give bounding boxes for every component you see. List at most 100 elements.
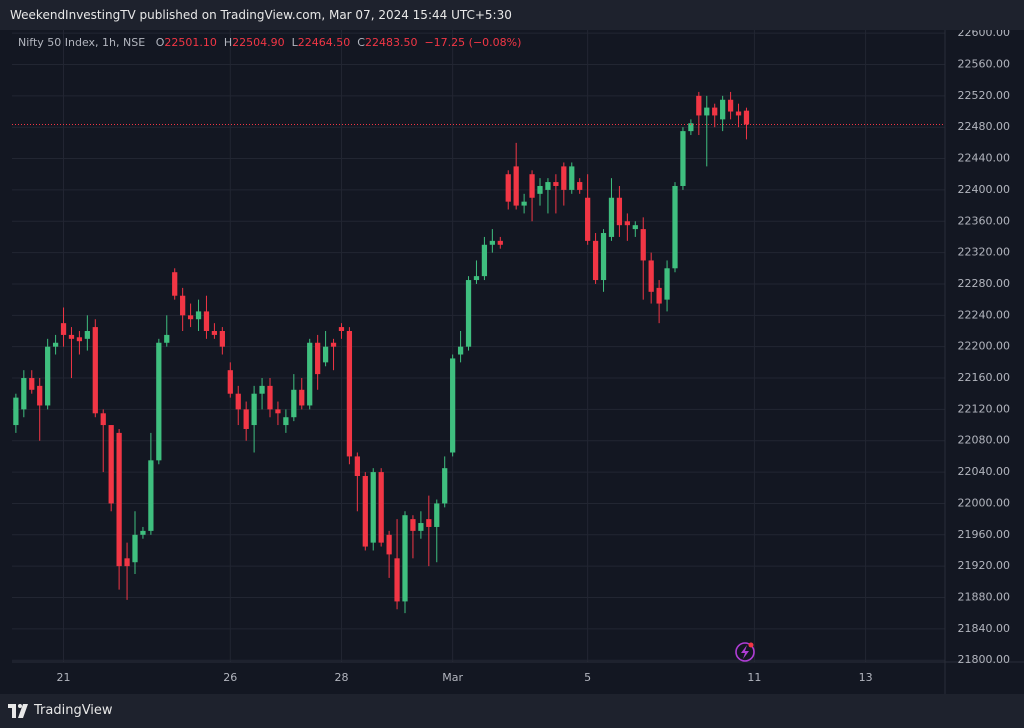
c-value: 22483.50 — [364, 36, 418, 49]
candle-body — [219, 330, 225, 347]
candle-body — [585, 197, 591, 241]
candle-body — [116, 432, 122, 567]
candle-body — [553, 182, 559, 186]
candle-body — [704, 107, 710, 116]
candle-body — [211, 330, 218, 335]
y-tick-label: 22280.00 — [958, 277, 1011, 290]
candle-body — [267, 385, 273, 410]
candle-body — [457, 346, 464, 355]
candle-body — [569, 166, 575, 190]
candle-body — [577, 182, 583, 190]
icon-dot — [748, 642, 754, 648]
c-label: C — [357, 36, 365, 49]
y-tick-label: 22480.00 — [958, 120, 1011, 133]
candle-body — [84, 330, 90, 339]
candle-body — [656, 287, 662, 304]
ohlc-legend: Nifty 50 Index, 1h, NSE O22501.10 H22504… — [18, 36, 521, 49]
candle-body — [60, 323, 67, 335]
candle-body — [648, 260, 654, 292]
y-tick-label: 21800.00 — [958, 653, 1011, 666]
candle-body — [195, 311, 202, 320]
candle-body — [624, 221, 630, 226]
candle-body — [688, 123, 694, 132]
l-value: 22464.50 — [297, 36, 351, 49]
icon-bolt — [741, 645, 749, 659]
candle-body — [378, 472, 384, 543]
y-tick-label: 22560.00 — [958, 57, 1011, 70]
x-tick-label: 28 — [334, 671, 348, 684]
candle-body — [696, 95, 702, 116]
candle-body — [187, 315, 194, 320]
brand-name[interactable]: TradingView — [34, 703, 113, 718]
candle-body — [322, 346, 329, 363]
candle-body — [108, 425, 114, 504]
candle-body — [735, 111, 742, 116]
candle-body — [21, 378, 27, 410]
candle-body — [330, 342, 337, 347]
candle-body — [386, 534, 392, 555]
candle-body — [434, 503, 440, 527]
candle-body — [76, 337, 83, 342]
symbol-title: Nifty 50 Index, 1h, NSE — [18, 36, 146, 49]
y-tick-label: 21840.00 — [958, 622, 1011, 635]
y-tick-label: 22120.00 — [958, 402, 1011, 415]
y-tick-label: 21960.00 — [958, 528, 1011, 541]
candle-body — [426, 519, 432, 527]
logo-dot — [18, 704, 22, 708]
h-value: 22504.90 — [232, 36, 285, 49]
y-tick-label: 22400.00 — [958, 183, 1011, 196]
brand-logo — [8, 704, 28, 718]
candle-body — [394, 558, 400, 602]
candle-body — [418, 523, 424, 531]
candle-body — [37, 385, 43, 406]
candle-body — [283, 417, 289, 426]
candle-body — [203, 311, 210, 331]
publish-text: WeekendInvestingTV published on TradingV… — [10, 8, 512, 22]
candle-body — [140, 530, 146, 535]
candle-body — [640, 229, 646, 261]
chart-background — [0, 30, 1024, 694]
y-tick-label: 21920.00 — [958, 559, 1011, 572]
candle-body — [45, 346, 51, 406]
y-tick-label: 22080.00 — [958, 434, 1011, 447]
candle-body — [442, 468, 448, 504]
candle-body — [616, 197, 623, 226]
logo-shape — [8, 704, 28, 718]
publish-bar: WeekendInvestingTV published on TradingV… — [0, 0, 1024, 30]
candle-body — [132, 534, 138, 563]
candle-body — [346, 330, 353, 457]
y-tick-label: 22000.00 — [958, 496, 1011, 509]
candle-body — [592, 240, 599, 281]
candle-body — [148, 460, 154, 531]
candle-body — [497, 240, 503, 245]
candle-body — [156, 342, 162, 461]
x-tick-label: 5 — [584, 671, 591, 684]
candle-body — [727, 99, 734, 112]
y-tick-label: 22440.00 — [958, 152, 1011, 165]
candle-body — [13, 397, 19, 426]
y-tick-label: 22320.00 — [958, 246, 1011, 259]
candle-body — [227, 370, 233, 394]
candle-body — [465, 280, 472, 347]
candle-body — [632, 225, 638, 230]
candle-body — [743, 110, 750, 125]
candle-body — [172, 272, 178, 296]
candle-body — [370, 472, 376, 543]
candle-body — [680, 131, 686, 186]
candle-body — [664, 268, 670, 300]
candle-body — [362, 476, 368, 547]
y-tick-label: 22360.00 — [958, 214, 1011, 227]
candle-body — [473, 276, 480, 281]
x-tick-label: Mar — [442, 671, 463, 684]
candle-body — [450, 358, 456, 453]
y-tick-label: 22200.00 — [958, 340, 1011, 353]
alert-icon[interactable] — [735, 642, 755, 662]
candle-body — [275, 409, 281, 414]
candle-body — [68, 334, 75, 339]
candle-body — [521, 201, 527, 206]
candle-body — [354, 456, 360, 477]
candle-body — [235, 393, 241, 410]
candle-body — [52, 342, 59, 347]
candle-body — [338, 327, 345, 331]
